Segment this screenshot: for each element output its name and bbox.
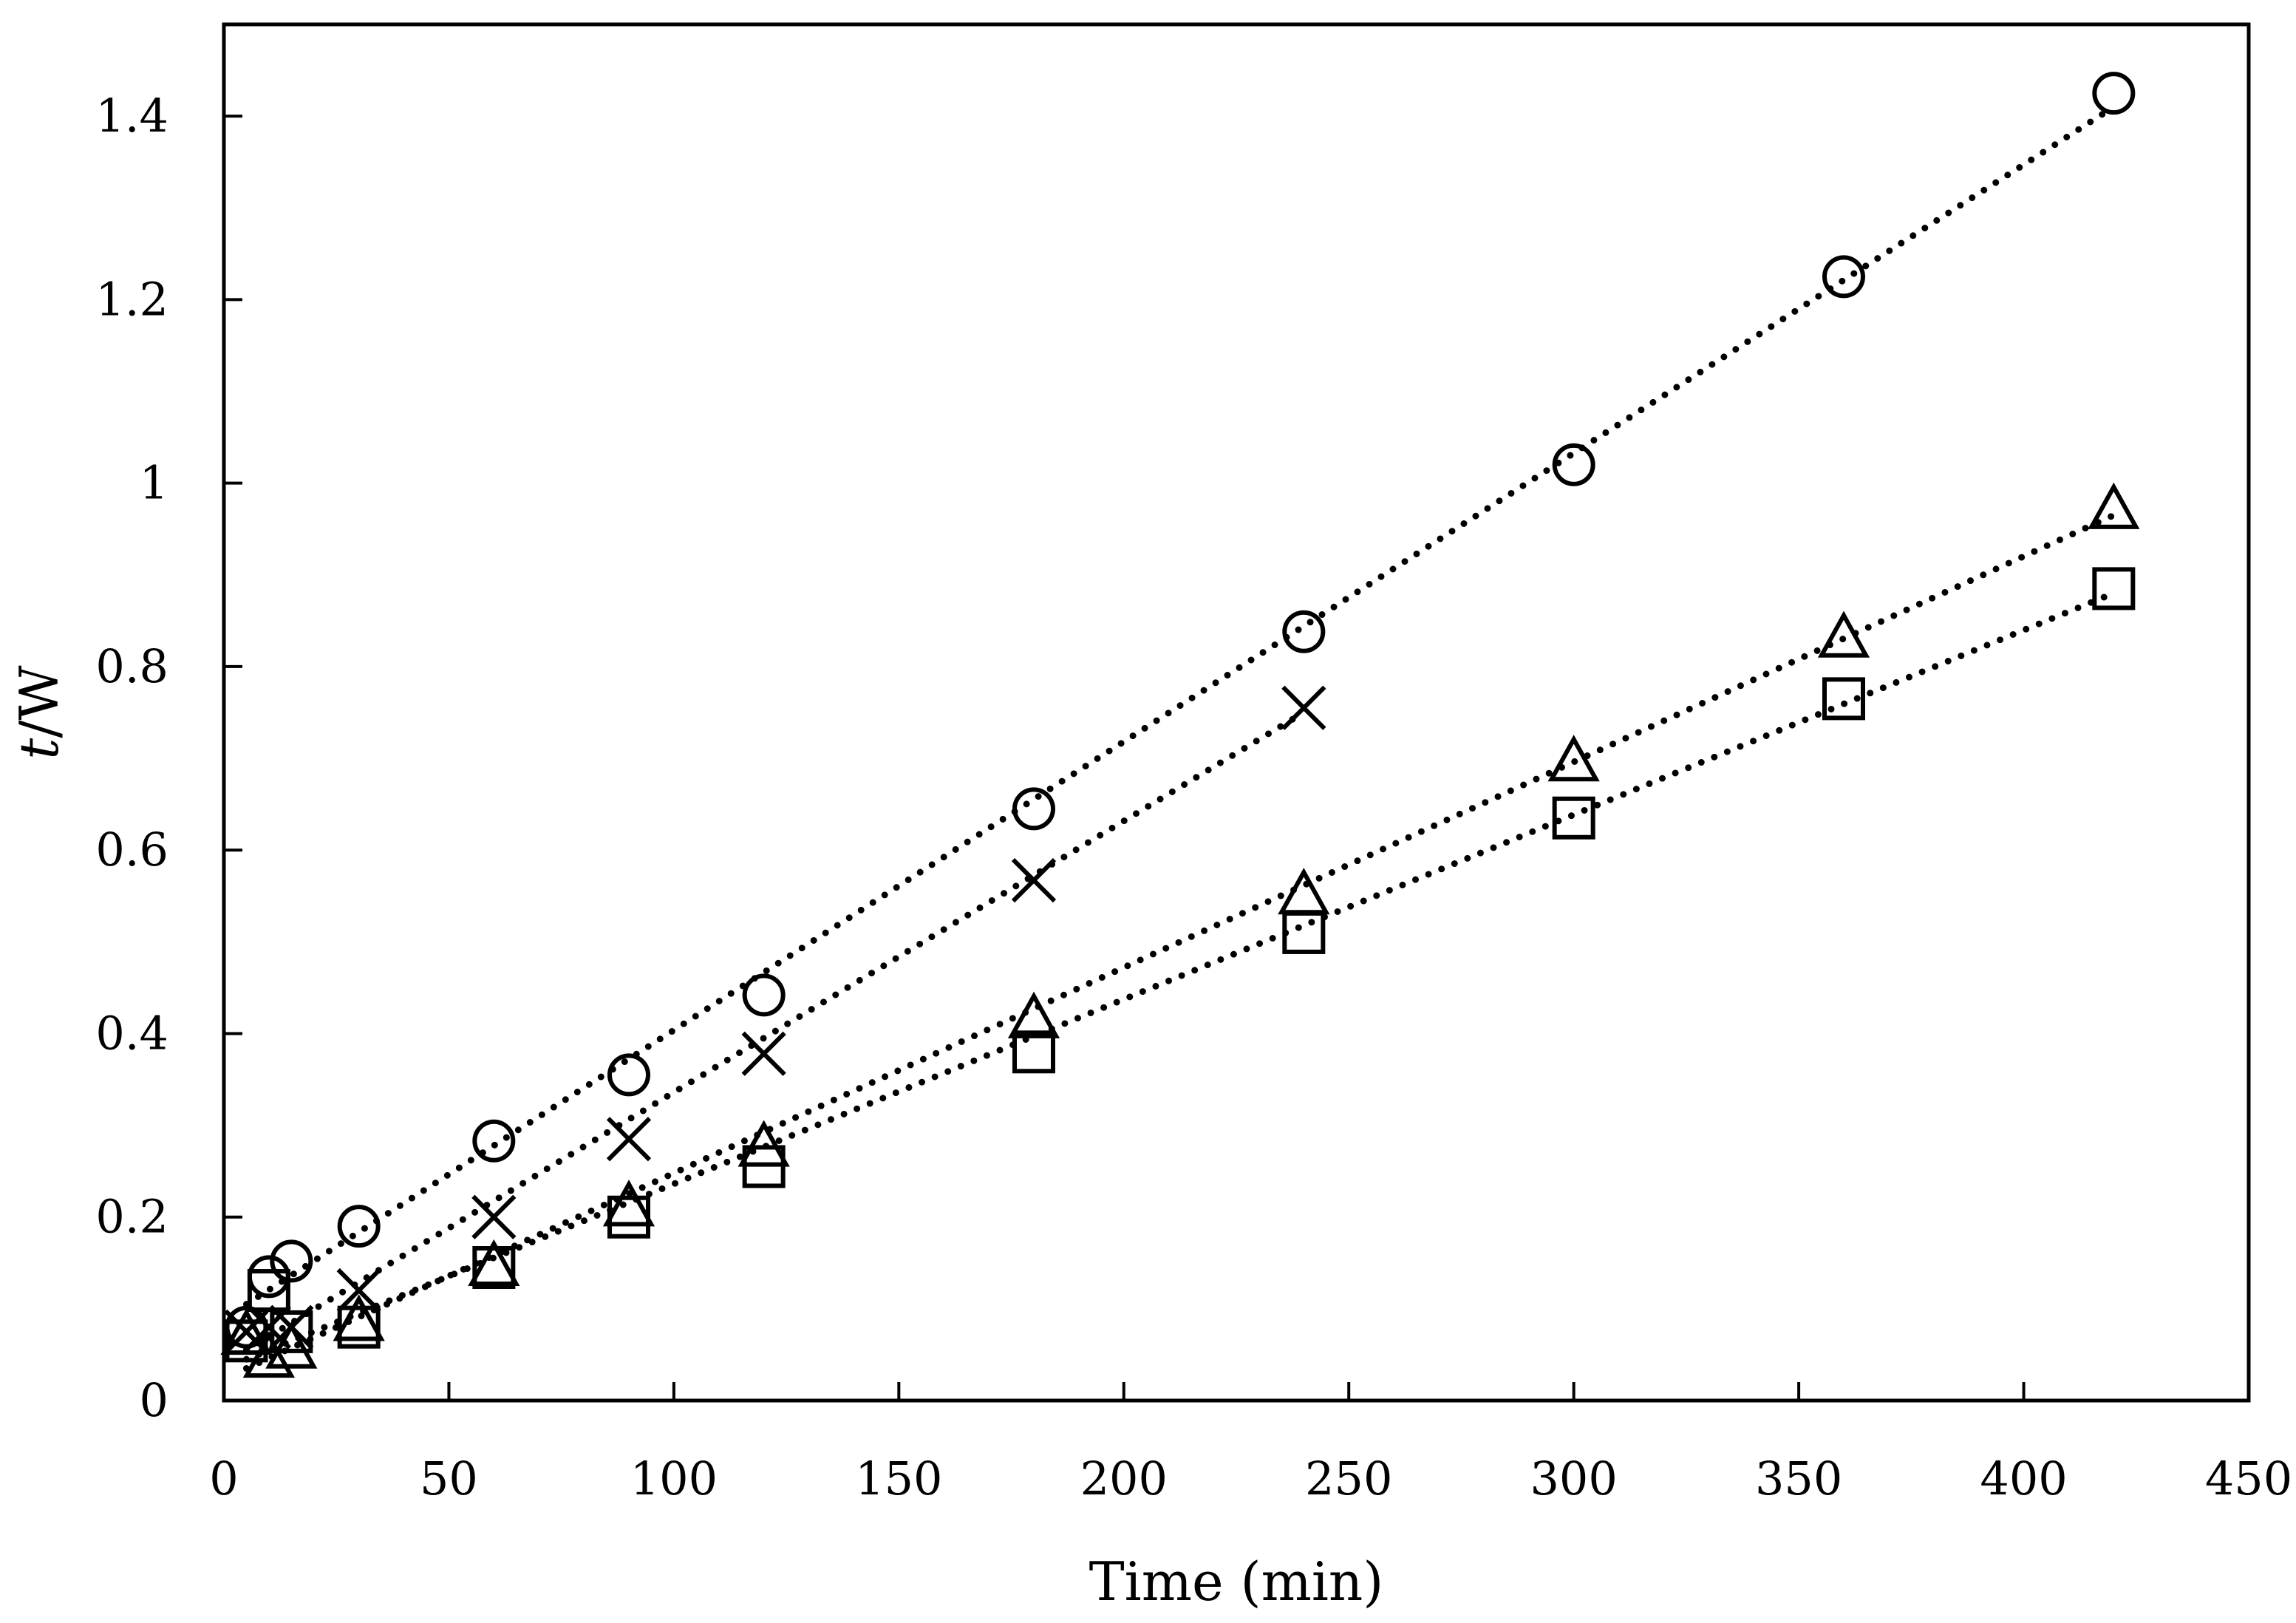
x-tick-label: 200 — [1080, 1452, 1168, 1505]
triangle-marker — [737, 1120, 790, 1167]
circle-marker — [2092, 72, 2136, 115]
x-tick-label: 150 — [855, 1452, 942, 1505]
triangle-marker — [1817, 610, 1870, 658]
y-tick-label: 1.2 — [95, 272, 168, 326]
square-marker — [270, 1310, 313, 1353]
x-axis-ticks: 0 50 100 150 200 250 300 350 400 450 — [209, 1382, 2292, 1505]
y-axis-title-rest: /W — [8, 665, 70, 738]
circle-marker — [1282, 610, 1326, 653]
square-marker — [742, 1145, 786, 1188]
cross-marker — [1281, 685, 1326, 730]
cross-marker — [606, 1117, 652, 1162]
square-marker — [1822, 677, 1865, 721]
y-axis-title-italic: t — [8, 738, 70, 760]
cross-marker — [336, 1268, 381, 1313]
triangle-marker — [333, 1294, 385, 1341]
circle-marker — [742, 973, 786, 1017]
cross-marker — [741, 1031, 786, 1076]
square-marker — [337, 1305, 381, 1349]
x-tick-label: 0 — [209, 1452, 238, 1505]
fit-line-cross — [242, 709, 1307, 1354]
data-markers — [220, 72, 2140, 1378]
y-tick-label: 1.4 — [95, 89, 168, 143]
y-axis-ticks: 0 0.2 0.4 0.6 0.8 1 1.2 1.4 — [95, 89, 242, 1427]
square-marker — [247, 1269, 290, 1313]
triangle-marker — [2088, 482, 2140, 529]
cross-marker — [1011, 858, 1057, 903]
triangle-marker — [220, 1307, 273, 1355]
y-tick-label: 0.8 — [95, 639, 168, 693]
circle-marker — [1012, 787, 1055, 831]
fit-line-triangle — [242, 511, 2117, 1372]
circle-marker — [1552, 443, 1595, 486]
y-tick-label: 1 — [140, 456, 168, 510]
triangle-marker — [602, 1180, 655, 1227]
triangle-marker — [1007, 991, 1060, 1038]
x-tick-label: 300 — [1530, 1452, 1617, 1505]
circle-marker — [1822, 255, 1865, 299]
circle-marker — [337, 1205, 381, 1248]
triangle-marker — [265, 1321, 318, 1369]
x-tick-label: 100 — [630, 1452, 718, 1505]
x-tick-label: 400 — [1980, 1452, 2067, 1505]
circle-marker — [270, 1239, 313, 1283]
triangle-marker — [468, 1239, 520, 1287]
y-axis-title: t/W — [8, 665, 70, 759]
fit-line-square — [242, 590, 2117, 1363]
square-marker — [1552, 796, 1595, 840]
fit-lines — [242, 103, 2117, 1372]
triangle-marker — [1547, 735, 1600, 782]
y-tick-label: 0.6 — [95, 823, 168, 877]
y-tick-label: 0 — [140, 1373, 168, 1427]
square-marker — [1282, 911, 1326, 954]
circle-marker — [472, 1119, 516, 1163]
circle-marker — [607, 1053, 650, 1097]
x-tick-label: 50 — [420, 1452, 478, 1505]
x-tick-label: 450 — [2205, 1452, 2292, 1505]
square-marker — [225, 1319, 268, 1363]
square-marker — [1012, 1030, 1055, 1074]
y-tick-label: 0.2 — [95, 1190, 168, 1244]
square-marker — [472, 1246, 516, 1290]
triangle-marker — [242, 1330, 295, 1378]
square-marker — [607, 1195, 650, 1239]
fit-line-circle — [242, 103, 2117, 1308]
square-marker — [2092, 567, 2136, 610]
x-tick-label: 350 — [1755, 1452, 1842, 1505]
y-tick-label: 0.4 — [95, 1006, 168, 1060]
plot-frame — [222, 22, 2251, 1403]
cross-marker — [471, 1194, 517, 1239]
x-axis-title: Time (min) — [1089, 1551, 1384, 1613]
x-tick-label: 250 — [1305, 1452, 1392, 1505]
